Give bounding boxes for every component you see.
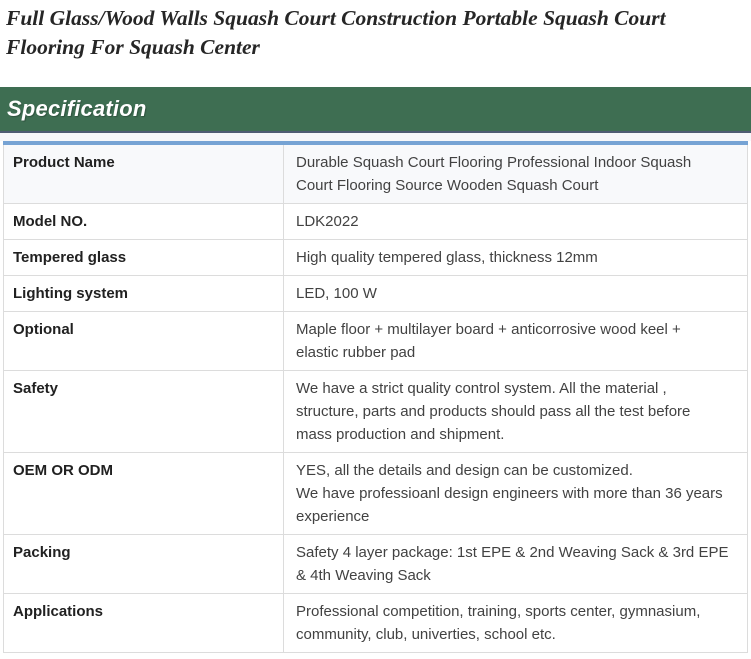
spec-label: Packing (3, 534, 284, 594)
spec-label: Applications (3, 593, 284, 653)
spec-value: LDK2022 (283, 203, 748, 240)
spec-label: Safety (3, 370, 284, 453)
table-row: Model NO. LDK2022 (3, 203, 748, 240)
specification-table: Product Name Durable Squash Court Floori… (3, 141, 748, 653)
table-row: Optional Maple floor + multilayer board … (3, 311, 748, 371)
spec-value: We have a strict quality control system.… (283, 370, 748, 453)
spec-label: Optional (3, 311, 284, 371)
spec-value: LED, 100 W (283, 275, 748, 312)
table-row: Tempered glass High quality tempered gla… (3, 239, 748, 276)
table-row: Packing Safety 4 layer package: 1st EPE … (3, 534, 748, 594)
spec-label: OEM OR ODM (3, 452, 284, 535)
table-row: Lighting system LED, 100 W (3, 275, 748, 312)
spec-value: Safety 4 layer package: 1st EPE & 2nd We… (283, 534, 748, 594)
spec-label: Model NO. (3, 203, 284, 240)
spec-value: YES, all the details and design can be c… (283, 452, 748, 535)
spec-label: Lighting system (3, 275, 284, 312)
table-row: Safety We have a strict quality control … (3, 370, 748, 453)
table-row: Product Name Durable Squash Court Floori… (3, 142, 748, 204)
specification-header-bar: Specification (0, 87, 751, 133)
header-table-gap (0, 133, 751, 141)
table-row: Applications Professional competition, t… (3, 593, 748, 653)
spec-label: Product Name (3, 142, 284, 204)
spec-value: Professional competition, training, spor… (283, 593, 748, 653)
spec-value: Durable Squash Court Flooring Profession… (283, 142, 748, 204)
table-row: OEM OR ODM YES, all the details and desi… (3, 452, 748, 535)
page-title: Full Glass/Wood Walls Squash Court Const… (6, 6, 666, 59)
spec-value: Maple floor + multilayer board + anticor… (283, 311, 748, 371)
spec-label: Tempered glass (3, 239, 284, 276)
specification-header-title: Specification (7, 96, 147, 121)
spec-value: High quality tempered glass, thickness 1… (283, 239, 748, 276)
